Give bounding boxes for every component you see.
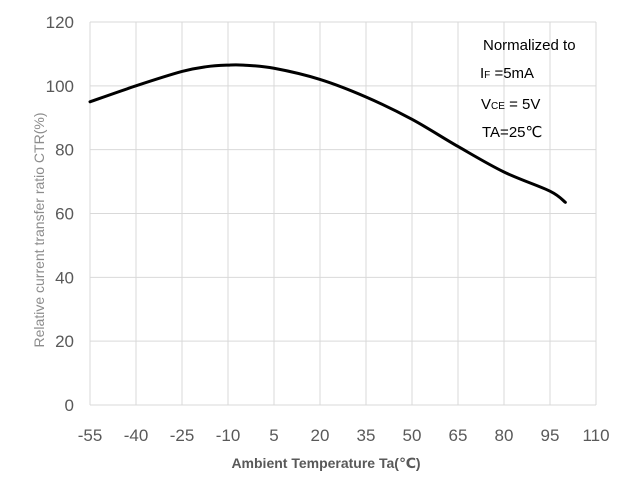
- y-axis-label: Relative current transfer ratio CTR(%): [31, 113, 47, 348]
- y-tick-label: 80: [55, 141, 74, 160]
- annotation-if-sub: F: [484, 70, 490, 81]
- annotation-line-ta: TA=25℃: [482, 124, 542, 141]
- x-tick-label: -55: [78, 426, 103, 445]
- annotation-line-if: IF =5mA: [480, 65, 534, 82]
- x-tick-label: 80: [495, 426, 514, 445]
- annotation-if-value: =5mA: [490, 65, 534, 82]
- x-tick-label: 5: [269, 426, 278, 445]
- y-tick-label: 20: [55, 332, 74, 351]
- annotation-vce-sub: CE: [491, 101, 505, 112]
- x-tick-labels: -55 -40 -25 -10 5 20 35 50 65 80 95 110: [78, 426, 610, 445]
- y-tick-label: 0: [65, 396, 74, 415]
- y-tick-label: 120: [46, 13, 74, 32]
- annotation-vce-main: V: [481, 96, 491, 113]
- annotation-line-vce: VCE = 5V: [481, 96, 540, 113]
- y-tick-label: 100: [46, 77, 74, 96]
- series-group: [88, 63, 567, 204]
- x-tick-label: -40: [124, 426, 149, 445]
- y-tick-label: 60: [55, 205, 74, 224]
- x-tick-label: 95: [541, 426, 560, 445]
- ctr-curve-line: [88, 63, 567, 204]
- x-tick-label: 110: [582, 426, 609, 445]
- x-tick-label: -25: [170, 426, 195, 445]
- y-tick-labels: 0 20 40 60 80 100 120: [46, 13, 74, 415]
- annotation-if-main: I: [480, 65, 484, 82]
- y-tick-label: 40: [55, 268, 74, 287]
- x-tick-label: 65: [449, 426, 468, 445]
- x-tick-label: 50: [403, 426, 422, 445]
- x-tick-label: -10: [216, 426, 241, 445]
- annotation-line-normalized: Normalized to: [483, 37, 576, 54]
- annotation-vce-value: = 5V: [505, 96, 540, 113]
- x-tick-label: 20: [311, 426, 330, 445]
- x-axis-label: Ambient Temperature Ta(℃): [231, 455, 420, 471]
- annotation-box: Normalized to IF =5mA VCE = 5V TA=25℃: [480, 37, 576, 141]
- grid-lines: [89, 21, 597, 406]
- x-tick-label: 35: [357, 426, 376, 445]
